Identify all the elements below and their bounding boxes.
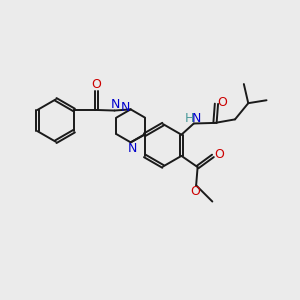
Text: O: O — [218, 96, 227, 109]
Text: N: N — [191, 112, 201, 125]
Text: N: N — [121, 101, 130, 114]
Text: N: N — [111, 98, 120, 111]
Text: O: O — [91, 78, 101, 91]
Text: O: O — [190, 185, 200, 198]
Text: N: N — [128, 142, 137, 155]
Text: O: O — [214, 148, 224, 161]
Text: H: H — [185, 112, 194, 125]
